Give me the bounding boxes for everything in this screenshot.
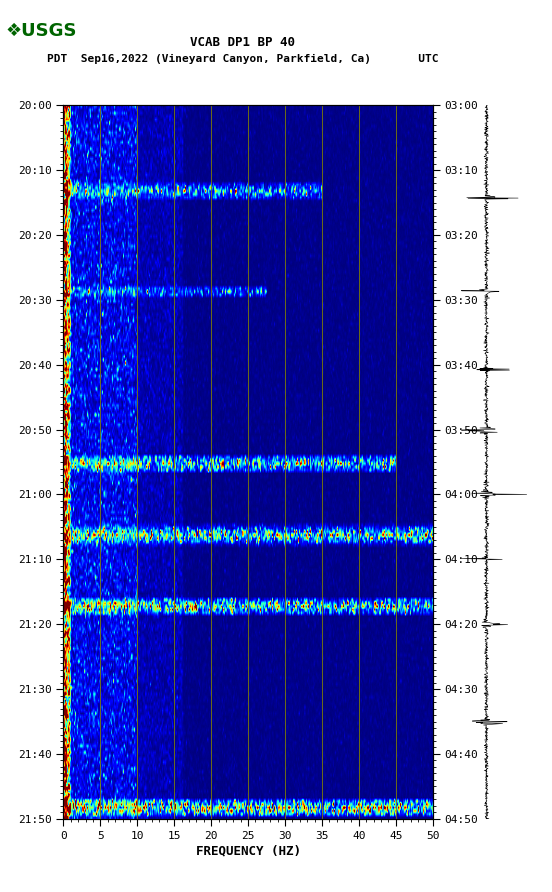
Text: ❖USGS: ❖USGS	[6, 22, 77, 40]
Text: VCAB DP1 BP 40: VCAB DP1 BP 40	[190, 36, 295, 49]
X-axis label: FREQUENCY (HZ): FREQUENCY (HZ)	[195, 845, 301, 858]
Text: PDT  Sep16,2022 (Vineyard Canyon, Parkfield, Ca)       UTC: PDT Sep16,2022 (Vineyard Canyon, Parkfie…	[47, 54, 439, 63]
